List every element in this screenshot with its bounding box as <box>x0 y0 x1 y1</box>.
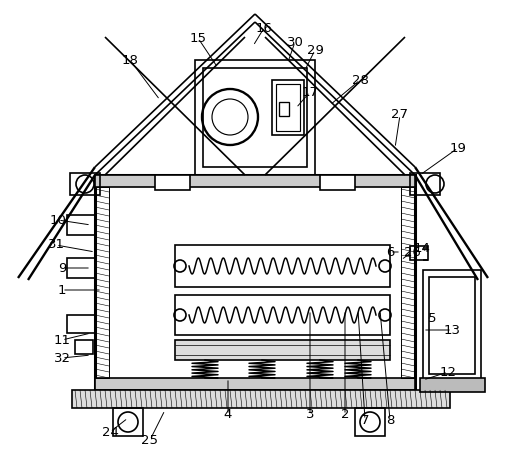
Bar <box>67 215 95 235</box>
Text: 18: 18 <box>122 53 138 67</box>
Text: 7: 7 <box>361 414 369 426</box>
Bar <box>429 277 475 374</box>
Bar <box>420 378 485 392</box>
Bar <box>279 102 289 116</box>
Text: 6: 6 <box>386 245 394 259</box>
Bar <box>95 175 415 390</box>
Text: 5: 5 <box>428 312 436 324</box>
Bar <box>401 187 415 378</box>
Text: 24: 24 <box>101 425 119 439</box>
Text: 15: 15 <box>190 32 206 44</box>
Text: 26: 26 <box>404 245 420 259</box>
Bar <box>175 295 390 335</box>
Bar <box>95 378 415 390</box>
Text: 31: 31 <box>48 239 64 251</box>
Bar <box>272 80 304 135</box>
Bar <box>276 84 300 131</box>
Text: 32: 32 <box>54 351 70 365</box>
Bar <box>410 246 428 260</box>
Bar <box>95 187 109 378</box>
Text: 10: 10 <box>50 213 66 227</box>
Bar <box>410 173 440 195</box>
Bar <box>355 408 385 436</box>
Text: 12: 12 <box>440 366 456 378</box>
Text: 9: 9 <box>58 261 66 275</box>
Bar <box>72 390 450 408</box>
Text: 1: 1 <box>58 283 66 297</box>
Bar <box>155 175 190 190</box>
Text: 29: 29 <box>307 43 323 57</box>
Text: 28: 28 <box>351 74 369 86</box>
Bar <box>423 270 481 380</box>
Bar <box>70 173 100 195</box>
Text: 4: 4 <box>224 409 232 421</box>
Text: 3: 3 <box>306 409 314 421</box>
Bar <box>75 340 93 354</box>
Text: 11: 11 <box>54 334 70 346</box>
Text: 25: 25 <box>141 434 159 446</box>
Text: 17: 17 <box>302 85 318 99</box>
Bar <box>95 175 415 187</box>
Bar <box>175 245 390 287</box>
Text: 8: 8 <box>386 414 394 426</box>
Text: 30: 30 <box>286 36 303 48</box>
Bar <box>175 340 390 360</box>
Bar <box>113 408 143 436</box>
Bar <box>203 68 307 167</box>
Bar <box>320 175 355 190</box>
Bar <box>67 258 95 278</box>
Bar <box>195 60 315 175</box>
Text: 19: 19 <box>450 142 466 154</box>
Text: 13: 13 <box>444 324 460 336</box>
Text: 14: 14 <box>414 241 430 255</box>
Text: 16: 16 <box>256 21 272 34</box>
Bar <box>67 315 95 333</box>
Text: 2: 2 <box>341 409 349 421</box>
Text: 27: 27 <box>391 108 409 122</box>
